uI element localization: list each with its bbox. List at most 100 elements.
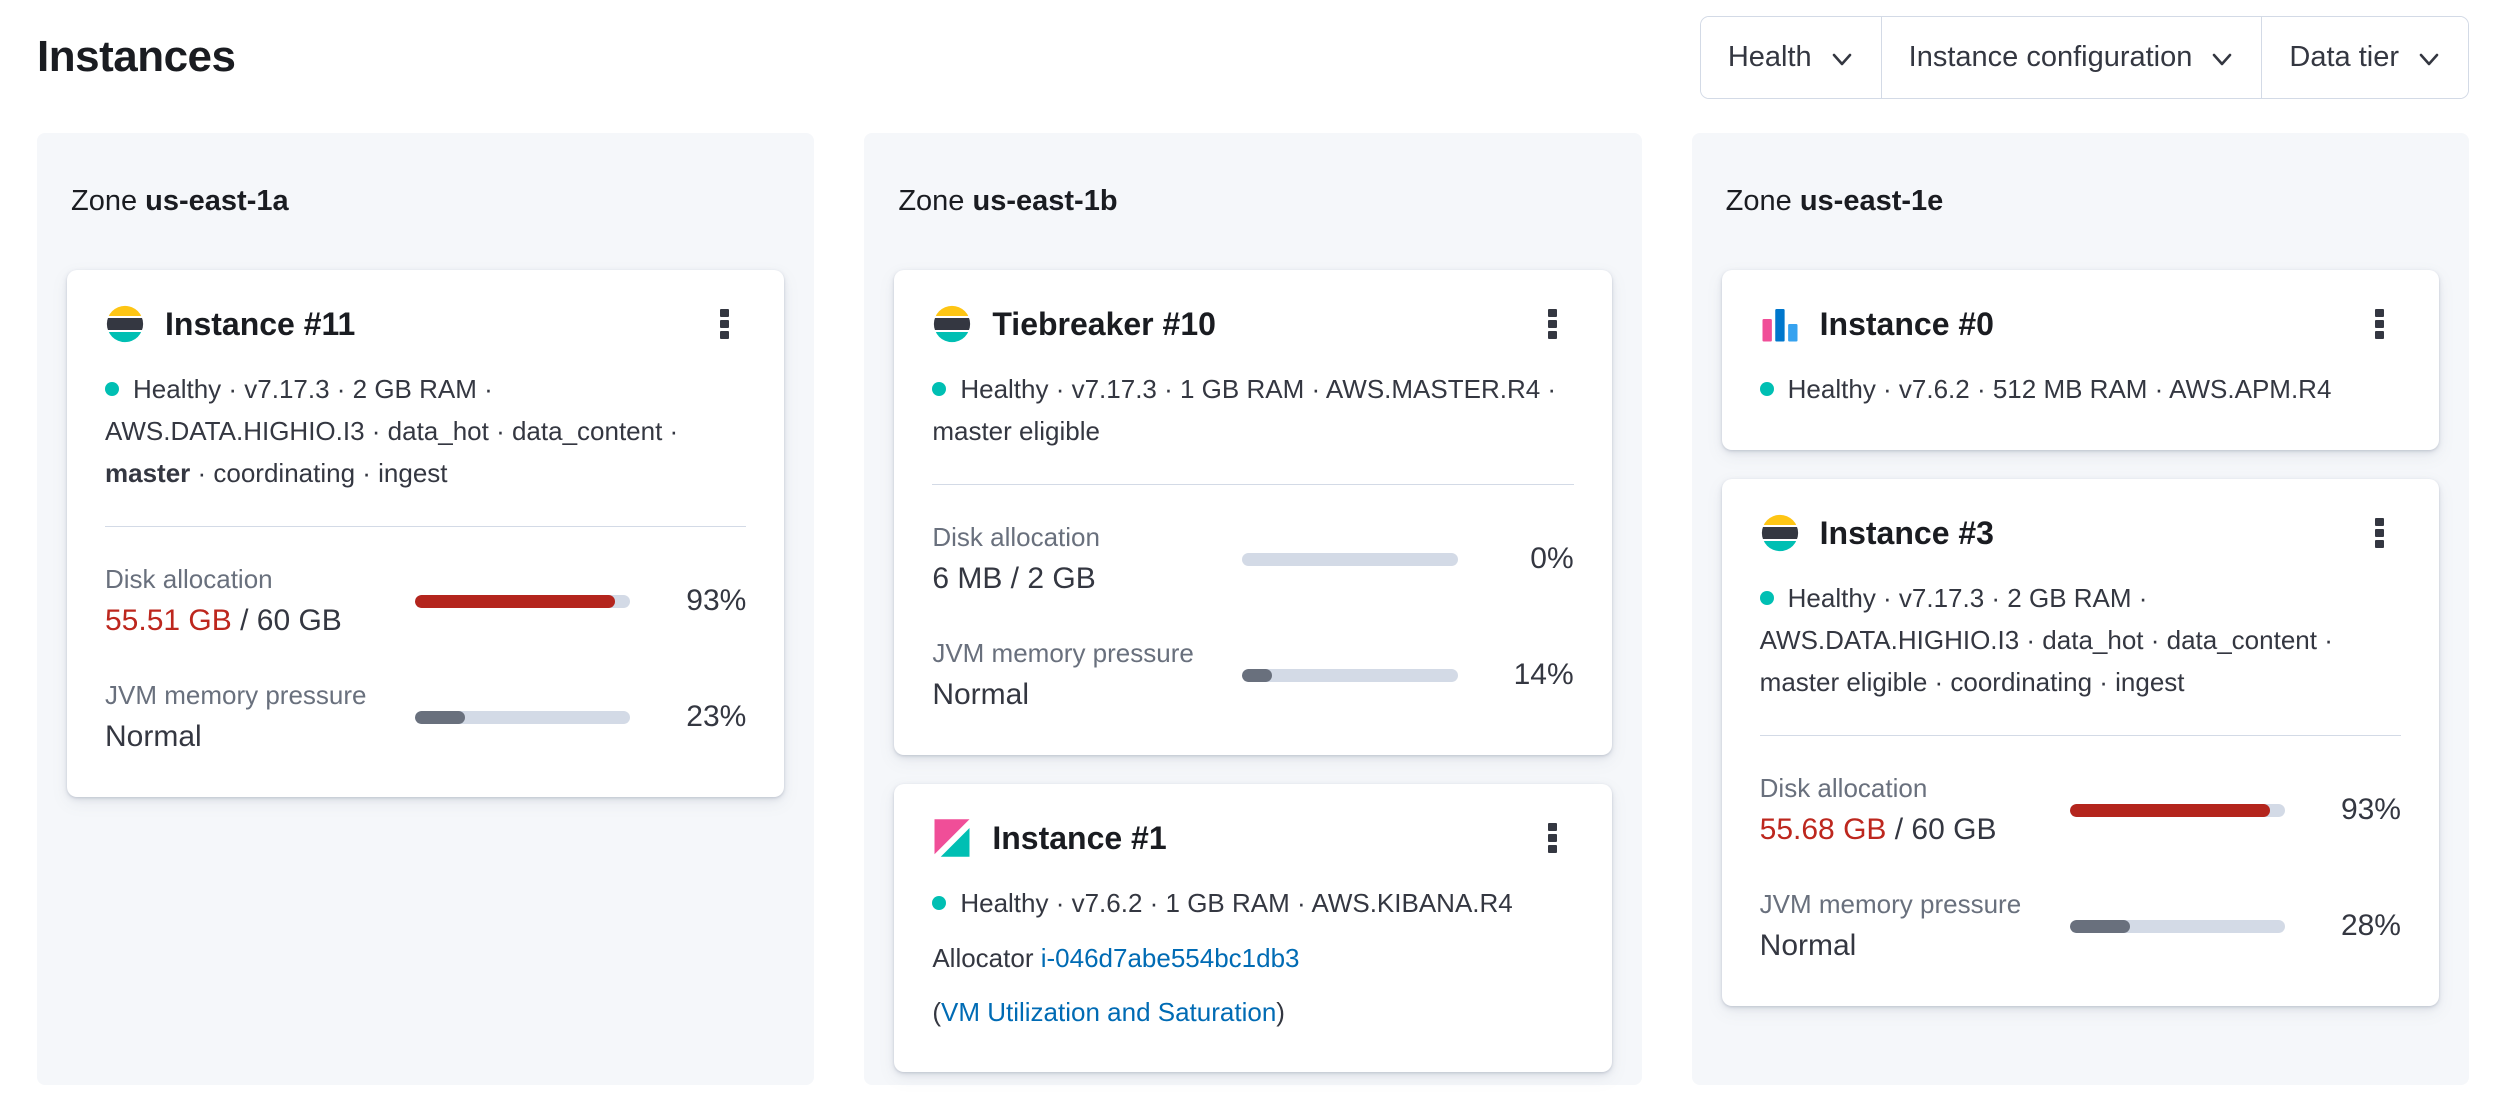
disk-allocation-value: 6 MB / 2 GB [932,562,1096,595]
disk-allocation-bar [1242,552,1458,566]
instance-title: Instance #1 [992,819,1167,856]
filter-data-tier-label: Data tier [2289,41,2399,73]
zone-name: us-east-1b [972,185,1118,217]
disk-allocation-percent: 0% [1530,542,1574,575]
health-dot [1759,591,1774,605]
apm-icon [1760,304,1800,344]
health-dot [932,896,947,910]
allocator-link[interactable]: i-046d7abe554bc1db3 [1040,943,1300,973]
chevron-down-icon [1830,46,1854,70]
jvm-memory-pressure-metric: JVM memory pressure Normal 14% [932,635,1573,715]
card-header: Instance #11 [105,304,746,344]
topbar: Instances Health Instance configuration … [0,0,2500,99]
zone-label: Zone us-east-1a [71,185,784,218]
status-master-role: master [105,458,191,488]
filter-instance-configuration-label: Instance configuration [1908,41,2193,73]
filter-instance-configuration-button[interactable]: Instance configuration [1880,17,2262,98]
filter-health-button[interactable]: Health [1700,17,1881,98]
card-menu-button[interactable] [1530,818,1574,858]
status-text: · coordinating · ingest [190,458,448,488]
jvm-label: JVM memory pressure [105,680,367,710]
zone-panel-us-east-1a: Zone us-east-1a Instance #11 [37,133,815,1085]
disk-allocation-metric: Disk allocation 55.68 GB / 60 GB 93% [1760,770,2401,850]
allocator-label: Allocator [932,943,1034,973]
allocator-line: Allocator i-046d7abe554bc1db3 [932,938,1573,978]
zone-panel-us-east-1b: Zone us-east-1b Tiebreaker #10 [864,133,1642,1085]
divider [932,484,1574,485]
jvm-memory-pressure-metric: JVM memory pressure Normal 28% [1760,886,2401,966]
jvm-memory-pressure-metric: JVM memory pressure Normal 23% [105,677,746,757]
disk-allocation-metric: Disk allocation 6 MB / 2 GB 0% [932,519,1573,599]
kibana-icon [932,818,972,858]
status-text: Healthy · v7.17.3 · 1 GB RAM · AWS.MASTE… [932,374,1557,446]
health-dot [932,382,947,396]
zone-panel-us-east-1e: Zone us-east-1e Instance #0 Heal [1691,133,2469,1085]
jvm-label: JVM memory pressure [1759,889,2022,919]
disk-allocation-label: Disk allocation [932,522,1100,552]
instance-title: Tiebreaker #10 [992,305,1216,342]
card-header: Tiebreaker #10 [932,304,1573,344]
jvm-percent: 28% [2340,909,2401,942]
jvm-value: Normal [105,720,202,753]
instance-card-instance-1: Instance #1 Healthy · v7.6.2 · 1 GB RAM … [894,784,1612,1072]
disk-allocation-value: 55.68 GB / 60 GB [1760,810,2070,850]
elasticsearch-icon [105,304,145,344]
chevron-down-icon [2210,46,2234,70]
disk-used-value: 55.51 GB [105,604,232,637]
instance-card-instance-3: Instance #3 Healthy · v7.17.3 · 2 GB RAM… [1721,479,2439,1006]
filter-group: Health Instance configuration Data tier [1699,16,2469,99]
card-menu-button[interactable] [702,304,746,344]
card-menu-button[interactable] [2357,513,2401,553]
disk-allocation-percent: 93% [2340,793,2401,826]
instance-card-instance-0: Instance #0 Healthy · v7.6.2 · 512 MB RA… [1721,270,2439,450]
instance-status: Healthy · v7.17.3 · 2 GB RAM · AWS.DATA.… [105,368,746,494]
jvm-bar-fill [1242,668,1273,682]
jvm-value: Normal [932,678,1030,711]
jvm-percent: 23% [686,700,747,733]
zone-prefix: Zone [898,185,965,217]
filter-data-tier-button[interactable]: Data tier [2261,17,2468,98]
jvm-bar-fill [415,710,465,724]
chevron-down-icon [2417,46,2441,70]
instance-title: Instance #3 [1819,514,1994,551]
disk-total-value: / 60 GB [1886,813,1997,846]
zone-prefix: Zone [71,185,138,217]
zone-name: us-east-1e [1799,185,1944,217]
divider [1759,735,2401,736]
disk-used-value: 55.68 GB [1759,813,1887,846]
zone-name: us-east-1a [145,185,289,217]
disk-allocation-percent: 93% [686,584,747,617]
jvm-label: JVM memory pressure [932,638,1194,668]
status-text: Healthy · v7.6.2 · 1 GB RAM · AWS.KIBANA… [960,888,1513,918]
jvm-value: Normal [1759,929,1857,962]
status-text: Healthy · v7.6.2 · 512 MB RAM · AWS.APM.… [1787,374,2332,404]
disk-allocation-value: 55.51 GB / 60 GB [105,601,415,641]
instance-status: Healthy · v7.17.3 · 1 GB RAM · AWS.MASTE… [932,368,1573,452]
status-text: Healthy · v7.17.3 · 2 GB RAM · AWS.DATA.… [1759,583,2333,697]
health-dot [1759,382,1774,396]
jvm-bar-fill [2069,919,2130,933]
instance-status: Healthy · v7.17.3 · 2 GB RAM · AWS.DATA.… [1759,577,2401,703]
disk-allocation-bar-fill [415,594,616,608]
disk-allocation-bar [415,594,631,608]
card-header: Instance #3 [1760,513,2401,553]
disk-total-value: / 60 GB [231,604,342,637]
zone-prefix: Zone [1725,185,1792,217]
vm-utilization-link[interactable]: VM Utilization and Saturation [941,997,1277,1027]
disk-allocation-metric: Disk allocation 55.51 GB / 60 GB 93% [105,561,746,641]
disk-allocation-label: Disk allocation [1759,773,1928,803]
jvm-bar [2069,919,2285,933]
instance-card-tiebreaker-10: Tiebreaker #10 Healthy · v7.17.3 · 1 GB … [894,270,1612,755]
zone-label: Zone us-east-1e [1726,185,2439,218]
disk-allocation-bar-fill [2069,803,2270,817]
card-menu-button[interactable] [1530,304,1574,344]
instance-card-instance-11: Instance #11 Healthy · v7.17.3 · 2 GB RA… [67,270,785,797]
disk-allocation-label: Disk allocation [105,564,273,594]
page-title: Instances [37,32,236,81]
zones-container: Zone us-east-1a Instance #11 [0,133,2500,1085]
instance-status: Healthy · v7.6.2 · 512 MB RAM · AWS.APM.… [1759,368,2401,410]
card-menu-button[interactable] [2357,304,2401,344]
status-text: Healthy · v7.17.3 · 2 GB RAM · AWS.DATA.… [105,374,679,446]
filter-health-label: Health [1727,41,1812,73]
jvm-bar [415,710,631,724]
